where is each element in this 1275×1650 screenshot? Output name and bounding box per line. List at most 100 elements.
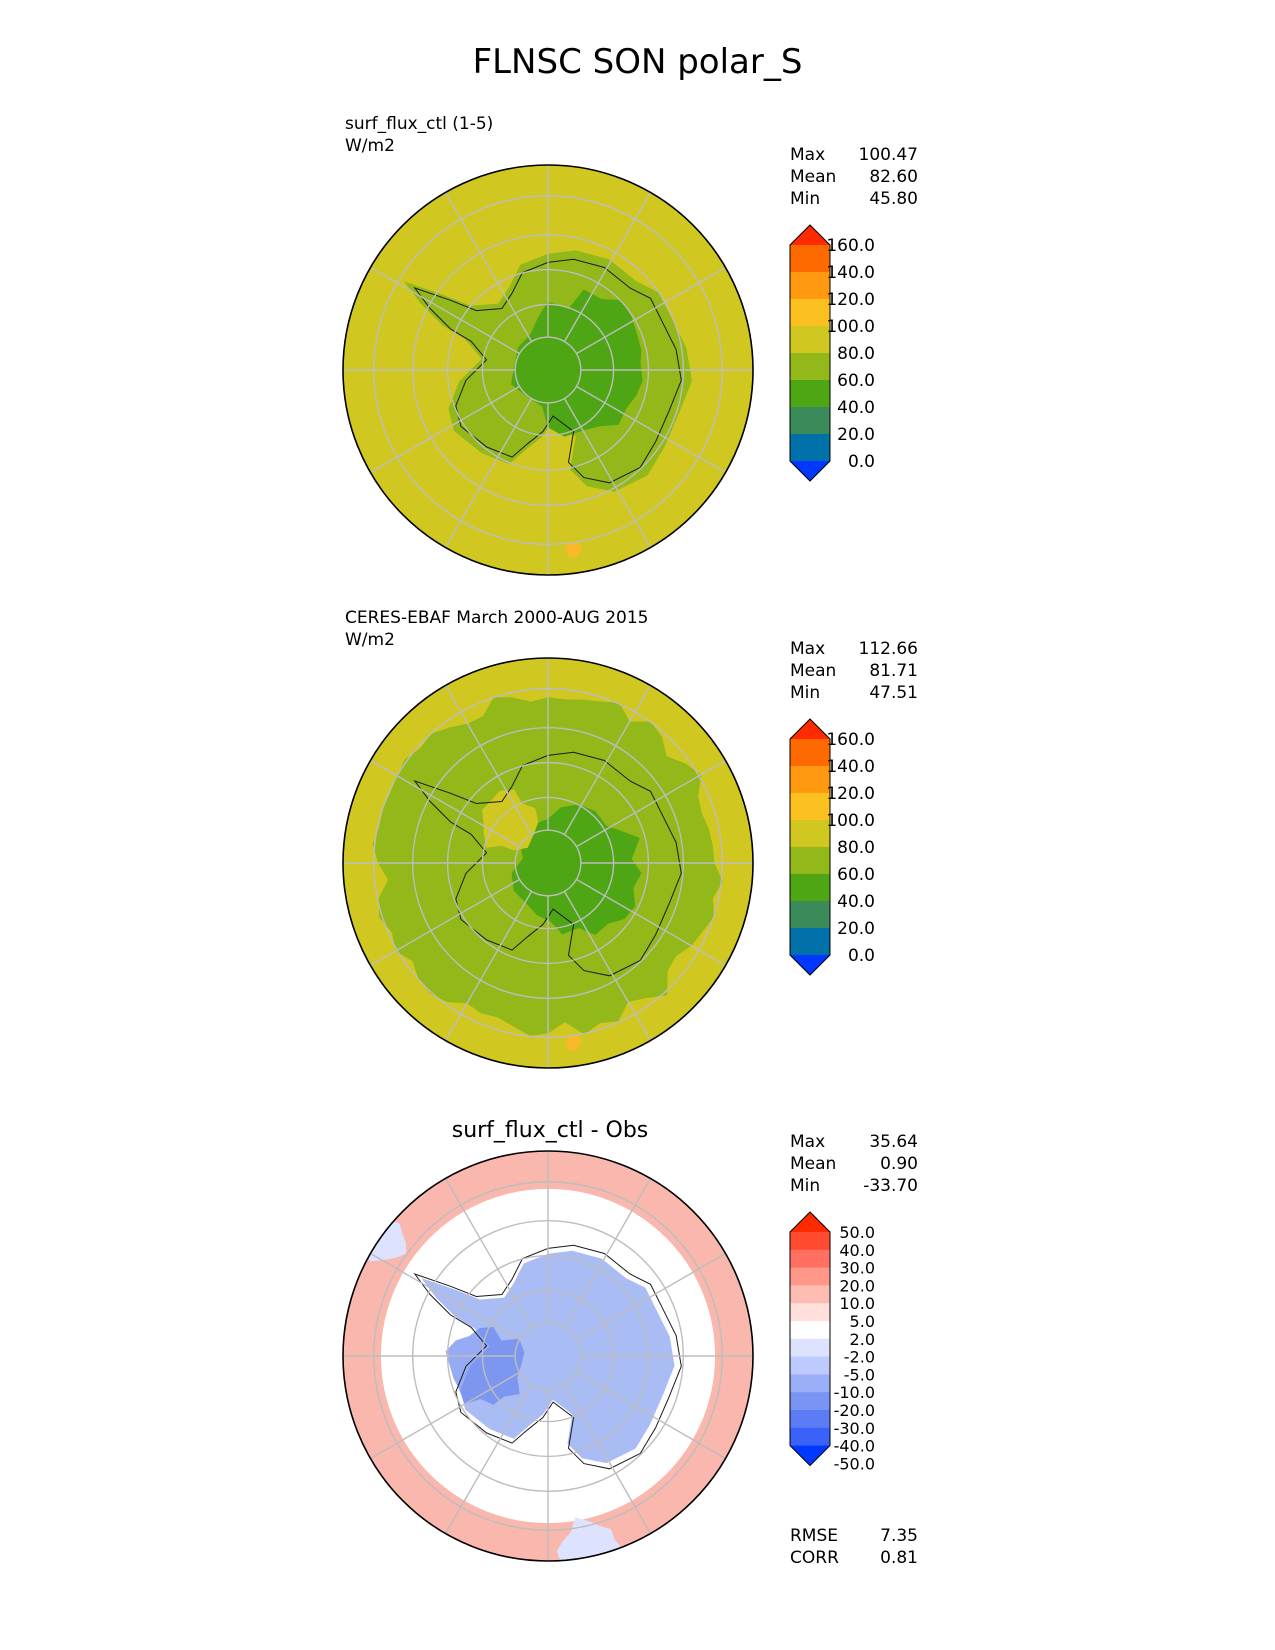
colorbar-tick-label: 50.0 — [839, 1223, 875, 1242]
meridian-line — [444, 192, 533, 342]
colorbar-swatch — [790, 820, 830, 848]
stat-value: 47.51 — [869, 683, 918, 703]
colorbar-swatch — [790, 461, 830, 481]
colorbar-swatch — [790, 719, 830, 739]
panel1-max-row: Max 100.47 — [790, 144, 918, 166]
meridian-line — [563, 685, 652, 835]
panel2-stats: Max 112.66 Mean 81.71 Min 47.51 — [790, 638, 918, 704]
meridian-line — [444, 685, 533, 835]
panel3-metrics: RMSE 7.35 CORR 0.81 — [790, 1525, 918, 1569]
colorbar-swatch — [790, 245, 830, 273]
meridian-line — [444, 1178, 533, 1328]
colorbar-tick-label: 0.0 — [848, 452, 875, 472]
colorbar-swatch — [790, 225, 830, 245]
colorbar-tick-label: 100.0 — [826, 317, 875, 337]
polar-map-panel3 — [342, 1150, 754, 1562]
stat-label: Mean — [790, 1154, 837, 1174]
panel3-title: surf_flux_ctl - Obs — [451, 1118, 649, 1143]
colorbar-tick-label: 100.0 — [826, 811, 875, 831]
rmse-row: RMSE 7.35 — [790, 1525, 918, 1547]
stat-label: Min — [790, 189, 821, 209]
colorbar-tick-label: 10.0 — [839, 1294, 875, 1313]
map-boundary — [342, 1150, 754, 1562]
stat-value: -33.70 — [863, 1176, 918, 1196]
antarctica-coastline — [413, 258, 682, 484]
colorbar-tick-label: 40.0 — [837, 398, 875, 418]
colorbar-swatch — [790, 434, 830, 462]
figure-title: FLNSC SON polar_S — [472, 42, 803, 82]
panel3-stats: Max 35.64 Mean 0.90 Min -33.70 — [790, 1131, 918, 1197]
stat-value: 45.80 — [869, 189, 918, 209]
colorbar-swatch — [790, 353, 830, 381]
colorbar-tick-label: -40.0 — [834, 1437, 875, 1456]
negative-anomaly-patch — [556, 1517, 625, 1561]
colorbar-outline — [789, 1211, 831, 1467]
graticule — [343, 1151, 753, 1561]
metric-label: RMSE — [790, 1526, 839, 1546]
field-40-60 — [511, 289, 643, 437]
colorbar-tick-label: -10.0 — [834, 1383, 875, 1402]
meridian-line — [576, 385, 726, 474]
panel2-units: W/m2 — [345, 630, 395, 650]
map-field — [343, 1151, 753, 1561]
stat-value: 82.60 — [869, 167, 918, 187]
panel1-title: surf_flux_ctl (1-5) — [345, 114, 494, 134]
meridian-line — [444, 398, 533, 548]
colorbar-tick-label: 60.0 — [837, 865, 875, 885]
stat-label: Min — [790, 683, 821, 703]
meridian-line — [370, 759, 520, 848]
colorbar-swatch — [790, 739, 830, 767]
meridian-line — [563, 1178, 652, 1328]
polar-map-panel1 — [342, 164, 754, 576]
colorbar-panel1: 160.0 140.0 120.0 100.0 80.0 60.0 40.0 20.0 0.0 — [789, 224, 875, 482]
colorbar-tick-label: -50.0 — [834, 1454, 875, 1473]
colorbar-tick-label: 140.0 — [826, 757, 875, 777]
colorbar-swatch — [790, 1338, 830, 1358]
colorbar-swatch — [790, 1427, 830, 1447]
stat-label: Mean — [790, 167, 837, 187]
panel3-min-row: Min -33.70 — [790, 1175, 918, 1197]
meridian-line — [370, 1252, 520, 1341]
meridian-line — [576, 1252, 726, 1341]
stat-label: Min — [790, 1176, 821, 1196]
polar-map-panel2 — [342, 657, 754, 1069]
colorbar-swatch — [790, 326, 830, 354]
colorbar-tick-label: 30.0 — [839, 1259, 875, 1278]
map-boundary — [342, 657, 754, 1069]
metric-label: CORR — [790, 1548, 839, 1568]
stat-value: 81.71 — [869, 661, 918, 681]
colorbar-tick-label: 60.0 — [837, 371, 875, 391]
field-80-100 — [482, 789, 539, 851]
colorbar-swatch — [790, 874, 830, 902]
colorbar-swatch — [790, 1249, 830, 1269]
antarctica-coastline — [413, 1244, 682, 1470]
stat-value: 35.64 — [869, 1132, 918, 1152]
colorbar-swatch — [790, 1285, 830, 1304]
meridian-line — [576, 1371, 726, 1460]
panel2-max-row: Max 112.66 — [790, 638, 918, 660]
meridian-line — [576, 878, 726, 967]
meridian-line — [370, 266, 520, 355]
antarctica-coastline — [413, 751, 682, 977]
stat-label: Mean — [790, 661, 837, 681]
stat-value: 112.66 — [858, 639, 918, 659]
panel3-max-row: Max 35.64 — [790, 1131, 918, 1153]
negative-anomaly-core — [445, 1327, 525, 1405]
meridian-line — [370, 385, 520, 474]
colorbar-tick-label: 80.0 — [837, 344, 875, 364]
metric-value: 0.81 — [880, 1548, 918, 1568]
colorbar-tick-label: 160.0 — [826, 236, 875, 256]
meridian-line — [370, 1371, 520, 1460]
meridian-line — [563, 192, 652, 342]
colorbar-outline — [789, 224, 831, 482]
colorbar-swatch — [790, 1356, 830, 1375]
panel1-units: W/m2 — [345, 136, 395, 156]
colorbar-swatch — [790, 1321, 830, 1340]
colorbar-tick-label: -2.0 — [844, 1348, 875, 1367]
colorbar-swatch — [790, 847, 830, 875]
colorbar-tick-label: 20.0 — [839, 1276, 875, 1295]
colorbar-swatch — [790, 1445, 830, 1466]
colorbar-tick-label: 40.0 — [837, 892, 875, 912]
negative-anomaly-area — [421, 1250, 675, 1464]
